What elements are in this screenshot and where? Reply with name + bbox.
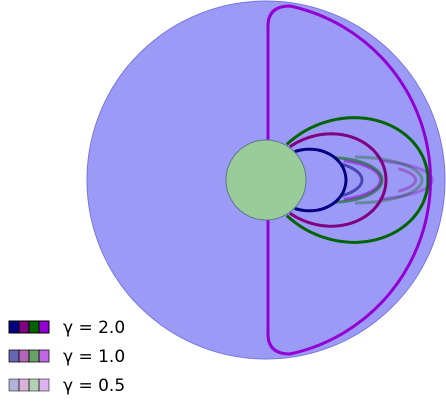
legend-swatch — [19, 350, 29, 362]
legend-swatch — [9, 321, 19, 333]
legend-swatch — [19, 379, 29, 391]
legend-swatch — [29, 321, 39, 333]
inner-sphere — [226, 140, 306, 220]
figure: γ = 2.0 γ = 1.0 γ = 0.5 — [0, 0, 446, 404]
legend-label: γ = 0.5 — [63, 376, 125, 396]
legend-swatch — [29, 350, 39, 362]
legend-swatch — [9, 379, 19, 391]
legend: γ = 2.0 γ = 1.0 γ = 0.5 — [9, 318, 125, 396]
legend-swatch — [19, 321, 29, 333]
legend-label: γ = 2.0 — [63, 318, 125, 338]
legend-swatch — [39, 350, 49, 362]
legend-swatch — [9, 350, 19, 362]
legend-swatch — [29, 379, 39, 391]
legend-swatch — [39, 379, 49, 391]
legend-label: γ = 1.0 — [63, 347, 125, 367]
legend-swatch — [39, 321, 49, 333]
